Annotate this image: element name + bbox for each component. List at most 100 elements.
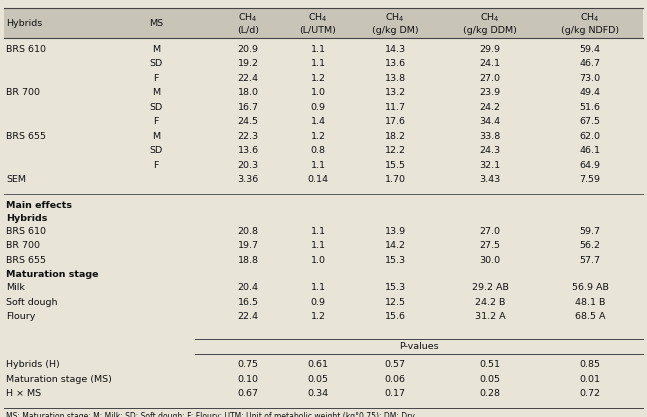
Text: MS: Maturation stage; M: Milk; SD: Soft dough; F: Floury; UTM: Unit of metabolic: MS: Maturation stage; M: Milk; SD: Soft …: [6, 412, 415, 417]
Text: 3.36: 3.36: [237, 175, 259, 184]
Text: 27.0: 27.0: [479, 227, 501, 236]
Text: 34.4: 34.4: [479, 117, 501, 126]
Text: 62.0: 62.0: [580, 132, 600, 141]
Text: Hybrids (H): Hybrids (H): [6, 360, 60, 369]
Text: 20.9: 20.9: [237, 45, 259, 54]
Text: 30.0: 30.0: [479, 256, 501, 265]
Text: 17.6: 17.6: [384, 117, 406, 126]
Text: 20.8: 20.8: [237, 227, 259, 236]
Text: 18.8: 18.8: [237, 256, 259, 265]
Text: Hybrids: Hybrids: [6, 19, 42, 28]
Text: 23.9: 23.9: [479, 88, 501, 97]
Text: CH$_4$
(L/d): CH$_4$ (L/d): [237, 11, 259, 35]
Text: 29.2 AB: 29.2 AB: [472, 283, 509, 292]
Text: 0.57: 0.57: [384, 360, 406, 369]
Text: 22.4: 22.4: [237, 74, 259, 83]
Text: 7.59: 7.59: [580, 175, 600, 184]
Text: 46.7: 46.7: [580, 59, 600, 68]
Text: 0.9: 0.9: [311, 103, 325, 112]
Text: 64.9: 64.9: [580, 161, 600, 170]
Text: 1.0: 1.0: [311, 256, 325, 265]
Text: 15.5: 15.5: [384, 161, 406, 170]
Text: BRS 655: BRS 655: [6, 132, 46, 141]
Text: F: F: [153, 161, 159, 170]
Text: P-values: P-values: [399, 342, 439, 351]
Text: 16.5: 16.5: [237, 298, 259, 307]
Text: 0.8: 0.8: [311, 146, 325, 155]
Text: Main effects: Main effects: [6, 201, 72, 210]
Text: 15.3: 15.3: [384, 283, 406, 292]
Text: 1.4: 1.4: [311, 117, 325, 126]
Text: 59.4: 59.4: [580, 45, 600, 54]
Text: 73.0: 73.0: [580, 74, 600, 83]
Text: 0.9: 0.9: [311, 298, 325, 307]
Text: 18.0: 18.0: [237, 88, 259, 97]
Text: 31.2 A: 31.2 A: [475, 312, 505, 322]
Text: 24.5: 24.5: [237, 117, 259, 126]
Text: 0.28: 0.28: [479, 389, 501, 398]
Text: Floury: Floury: [6, 312, 36, 322]
Text: CH$_4$
(g/kg DDM): CH$_4$ (g/kg DDM): [463, 11, 517, 35]
Text: 14.3: 14.3: [384, 45, 406, 54]
Text: 20.3: 20.3: [237, 161, 259, 170]
Text: Hybrids: Hybrids: [6, 214, 47, 223]
Text: 0.34: 0.34: [307, 389, 329, 398]
Text: 0.05: 0.05: [307, 375, 329, 384]
Text: F: F: [153, 117, 159, 126]
Text: Maturation stage (MS): Maturation stage (MS): [6, 375, 112, 384]
Text: M: M: [152, 132, 160, 141]
Text: BR 700: BR 700: [6, 88, 40, 97]
Text: 33.8: 33.8: [479, 132, 501, 141]
Text: 1.1: 1.1: [311, 161, 325, 170]
Text: 1.70: 1.70: [384, 175, 406, 184]
Text: 3.43: 3.43: [479, 175, 501, 184]
Text: CH$_4$
(g/kg NDFD): CH$_4$ (g/kg NDFD): [561, 11, 619, 35]
Text: Maturation stage: Maturation stage: [6, 270, 98, 279]
Text: 0.75: 0.75: [237, 360, 259, 369]
Text: 0.17: 0.17: [384, 389, 406, 398]
Text: 56.2: 56.2: [580, 241, 600, 250]
Text: SEM: SEM: [6, 175, 26, 184]
Text: 67.5: 67.5: [580, 117, 600, 126]
Text: 1.0: 1.0: [311, 88, 325, 97]
Text: 19.7: 19.7: [237, 241, 259, 250]
Text: 1.1: 1.1: [311, 45, 325, 54]
Text: 57.7: 57.7: [580, 256, 600, 265]
Text: 46.1: 46.1: [580, 146, 600, 155]
Text: 0.01: 0.01: [580, 375, 600, 384]
Text: 12.5: 12.5: [384, 298, 406, 307]
Text: BR 700: BR 700: [6, 241, 40, 250]
Text: 56.9 AB: 56.9 AB: [571, 283, 608, 292]
Text: M: M: [152, 88, 160, 97]
Text: SD: SD: [149, 146, 162, 155]
Text: SD: SD: [149, 59, 162, 68]
Bar: [4, 8, 643, 38]
Text: 15.6: 15.6: [384, 312, 406, 322]
Text: 22.3: 22.3: [237, 132, 259, 141]
Text: 0.51: 0.51: [479, 360, 501, 369]
Text: 0.06: 0.06: [384, 375, 406, 384]
Text: 15.3: 15.3: [384, 256, 406, 265]
Text: 51.6: 51.6: [580, 103, 600, 112]
Text: 32.1: 32.1: [479, 161, 501, 170]
Text: MS: MS: [149, 19, 163, 28]
Text: F: F: [153, 74, 159, 83]
Text: 0.85: 0.85: [580, 360, 600, 369]
Text: Soft dough: Soft dough: [6, 298, 58, 307]
Text: 1.1: 1.1: [311, 227, 325, 236]
Text: 11.7: 11.7: [384, 103, 406, 112]
Text: 1.1: 1.1: [311, 283, 325, 292]
Text: 0.05: 0.05: [479, 375, 501, 384]
Text: H × MS: H × MS: [6, 389, 41, 398]
Text: 14.2: 14.2: [384, 241, 406, 250]
Text: 27.0: 27.0: [479, 74, 501, 83]
Text: 0.10: 0.10: [237, 375, 259, 384]
Text: 13.6: 13.6: [384, 59, 406, 68]
Text: BRS 655: BRS 655: [6, 256, 46, 265]
Text: 0.67: 0.67: [237, 389, 259, 398]
Text: BRS 610: BRS 610: [6, 227, 46, 236]
Text: SD: SD: [149, 103, 162, 112]
Text: 13.2: 13.2: [384, 88, 406, 97]
Text: 49.4: 49.4: [580, 88, 600, 97]
Text: 48.1 B: 48.1 B: [575, 298, 605, 307]
